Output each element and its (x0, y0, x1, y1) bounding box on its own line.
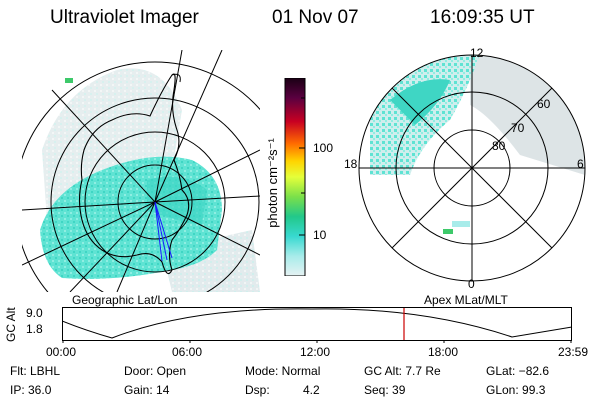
time-tick-1800: 18:00 (428, 345, 459, 359)
altitude-curve (62, 308, 573, 339)
colorbar-tick-100: 100 (313, 141, 334, 155)
altitude-plot (62, 307, 573, 343)
mlt-label-12: 12 (470, 46, 484, 60)
alt-tick-9: 9.0 (26, 306, 43, 320)
gc-alt-axis-label: GC Alt (4, 307, 18, 342)
continent-outline (78, 73, 190, 275)
glon-status: GLon: 99.3 (486, 383, 546, 397)
time-tick-0000: 00:00 (46, 345, 77, 359)
glat-status: GLat: −82.6 (486, 364, 550, 378)
colorbar-tick-10: 10 (313, 228, 327, 242)
projection-right-label: Apex MLat/MLT (424, 293, 508, 307)
mlat-label-60: 60 (537, 97, 551, 111)
emission-spot (65, 78, 73, 83)
time-tick-0600: 06:00 (172, 345, 203, 359)
time-tick-1200: 12:00 (300, 345, 331, 359)
ip-status: IP: 36.0 (10, 383, 52, 397)
time-label: 16:09:35 UT (430, 7, 535, 28)
seq-status: Seq: 39 (364, 383, 406, 397)
time-tick-2359: 23:59 (558, 345, 589, 359)
projection-left-label: Geographic Lat/Lon (72, 293, 178, 307)
filter-status: Flt: LBHL (10, 364, 61, 378)
mlt-label-18: 18 (344, 157, 358, 171)
geographic-image (22, 50, 260, 292)
door-status: Door: Open (124, 364, 187, 378)
emission-spot-2 (443, 229, 453, 234)
mode-status: Mode: Normal (245, 364, 321, 378)
dsp-label: Dsp: (245, 383, 270, 397)
colorbar-unit-label: photon cm⁻²s⁻¹ (265, 138, 280, 228)
mlat-label-70: 70 (511, 121, 525, 135)
app-title: Ultraviolet Imager (50, 7, 199, 28)
polar-plot (358, 54, 586, 282)
gc-alt-status: GC Alt: 7.7 Re (364, 364, 441, 378)
mlt-label-0: 0 (468, 277, 475, 291)
mlat-label-80: 80 (492, 139, 506, 153)
gain-status: Gain: 14 (124, 383, 170, 397)
mlt-label-6: 6 (577, 157, 584, 171)
date-label: 01 Nov 07 (272, 7, 359, 28)
dsp-value: 4.2 (303, 383, 320, 397)
alt-tick-1: 1.8 (26, 322, 43, 336)
color-bar (284, 78, 306, 276)
